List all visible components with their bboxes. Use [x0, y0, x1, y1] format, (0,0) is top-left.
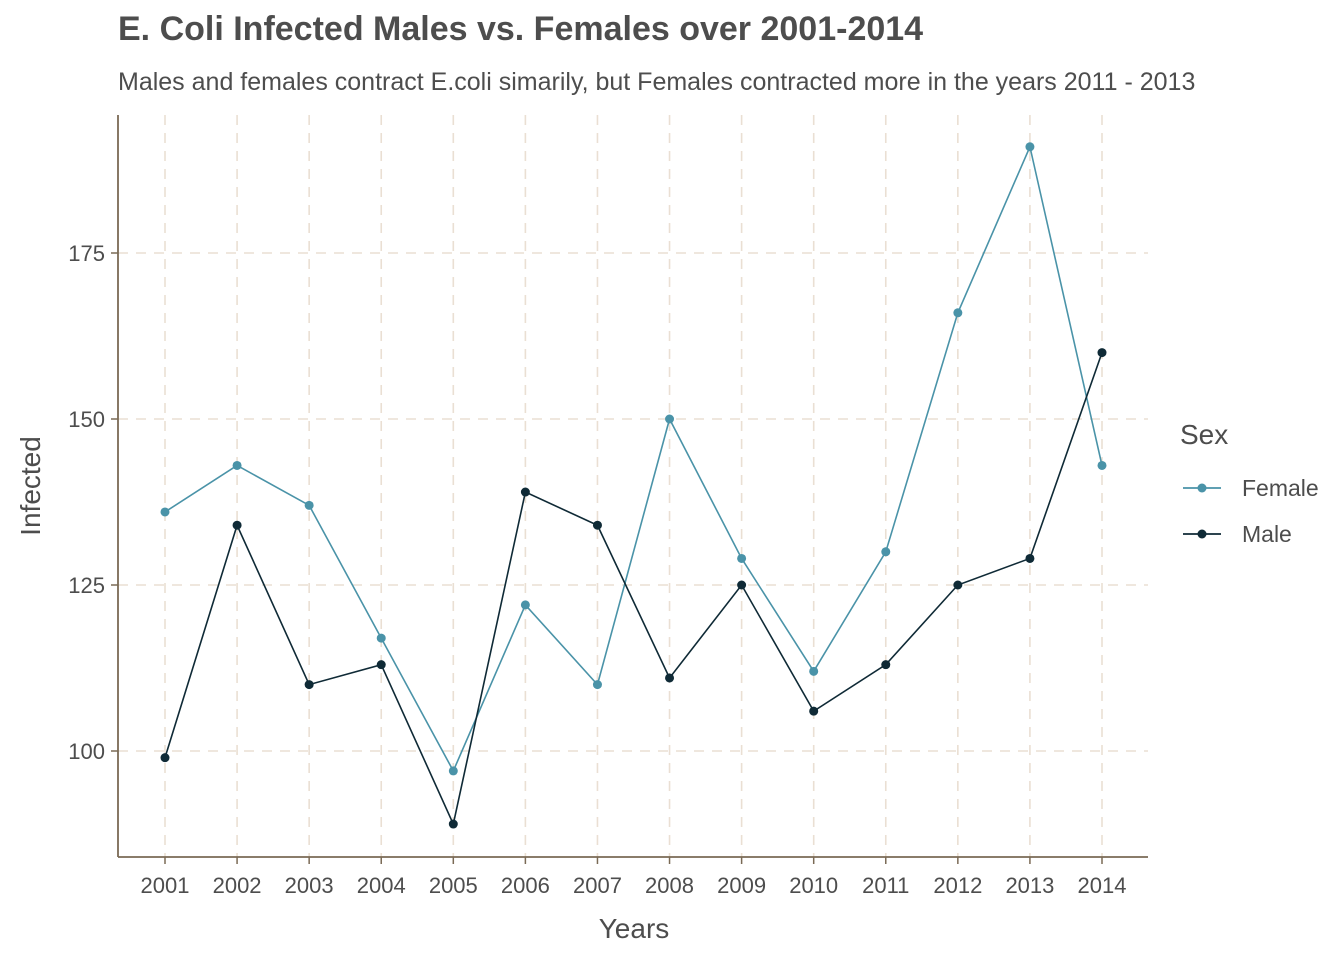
- series-male: [160, 348, 1107, 829]
- x-tick-label: 2014: [1078, 873, 1127, 898]
- series-line-male: [164, 352, 1103, 827]
- data-point-female: [1097, 460, 1107, 470]
- data-point-female: [809, 666, 819, 676]
- x-tick-label: 2010: [789, 873, 838, 898]
- legend-key-point: [1197, 483, 1207, 493]
- data-point-female: [232, 460, 242, 470]
- y-tick-label: 175: [68, 241, 105, 266]
- data-point-male: [520, 487, 530, 497]
- data-point-female: [520, 600, 530, 610]
- axes: [111, 115, 1148, 864]
- data-point-male: [881, 660, 891, 670]
- data-point-female: [160, 507, 170, 517]
- data-point-male: [592, 520, 602, 530]
- data-point-female: [881, 547, 891, 557]
- data-point-male: [953, 580, 963, 590]
- x-tick-label: 2007: [573, 873, 622, 898]
- x-tick-label: 2008: [645, 873, 694, 898]
- series-female: [160, 142, 1107, 776]
- data-point-female: [592, 680, 602, 690]
- data-point-female: [448, 766, 458, 776]
- x-tick-label: 2012: [933, 873, 982, 898]
- legend-title: Sex: [1180, 419, 1228, 450]
- data-point-male: [1097, 348, 1107, 358]
- data-point-male: [304, 680, 314, 690]
- data-point-female: [376, 633, 386, 643]
- data-point-male: [376, 660, 386, 670]
- data-point-male: [737, 580, 747, 590]
- data-point-male: [232, 520, 242, 530]
- data-point-male: [160, 753, 170, 763]
- chart-title: E. Coli Infected Males vs. Females over …: [118, 10, 924, 48]
- data-point-female: [665, 414, 675, 424]
- x-tick-label: 2006: [501, 873, 550, 898]
- y-axis-title: Infected: [15, 436, 46, 536]
- x-axis-title: Years: [599, 913, 670, 944]
- x-tick-label: 2002: [213, 873, 262, 898]
- legend: Sex Female Male: [1180, 419, 1319, 547]
- chart-subtitle: Males and females contract E.coli simari…: [118, 68, 1196, 96]
- x-tick-label: 2005: [429, 873, 478, 898]
- series-lines: [160, 142, 1107, 829]
- data-point-female: [304, 500, 314, 510]
- data-point-male: [665, 673, 675, 683]
- x-tick-label: 2001: [141, 873, 190, 898]
- tick-labels: 2001 2002 2003 2004 2005 2006 2007 2008 2009 2010…: [68, 241, 1126, 898]
- x-tick-label: 2013: [1005, 873, 1054, 898]
- legend-key-point: [1197, 529, 1207, 539]
- y-tick-label: 125: [68, 573, 105, 598]
- x-tick-label: 2003: [285, 873, 334, 898]
- legend-item-male: Male: [1183, 521, 1292, 547]
- data-point-male: [448, 819, 458, 829]
- y-tick-label: 100: [68, 739, 105, 764]
- series-line-female: [164, 144, 1103, 773]
- data-point-female: [953, 308, 963, 318]
- legend-label: Female: [1242, 475, 1319, 501]
- data-point-female: [737, 553, 747, 563]
- legend-label: Male: [1242, 521, 1292, 547]
- data-point-female: [1025, 142, 1035, 152]
- x-tick-label: 2011: [862, 873, 909, 898]
- data-point-male: [1025, 553, 1035, 563]
- grid-lines: [118, 115, 1148, 857]
- x-tick-label: 2009: [717, 873, 766, 898]
- x-tick-label: 2004: [357, 873, 406, 898]
- y-tick-label: 150: [68, 407, 105, 432]
- data-point-male: [809, 706, 819, 716]
- legend-item-female: Female: [1183, 475, 1319, 501]
